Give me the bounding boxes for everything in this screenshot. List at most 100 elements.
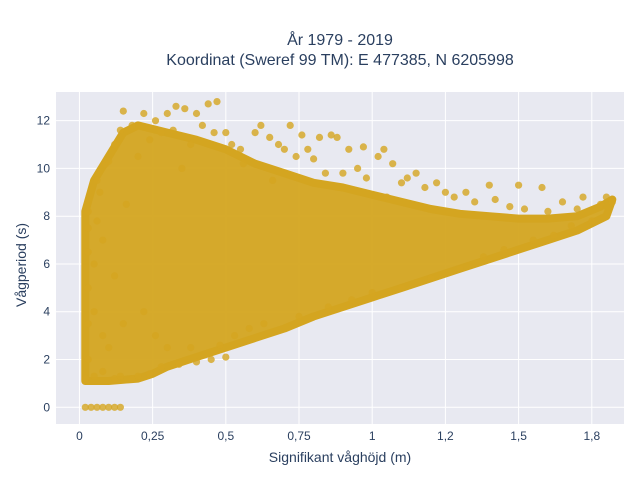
data-point: [84, 320, 92, 328]
data-point: [128, 121, 136, 129]
data-point: [122, 200, 130, 208]
data-point: [236, 145, 245, 153]
data-point: [397, 179, 406, 187]
data-point: [151, 117, 160, 125]
data-point: [84, 284, 92, 292]
data-point: [412, 169, 420, 177]
data-point: [93, 217, 101, 225]
data-point: [260, 320, 268, 328]
data-point: [579, 193, 587, 201]
data-point: [134, 152, 142, 161]
data-point: [231, 332, 239, 340]
data-point: [333, 133, 341, 141]
data-point: [99, 403, 107, 411]
data-point: [292, 152, 300, 161]
y-tick-label: 4: [43, 305, 50, 319]
data-point: [222, 129, 230, 137]
x-tick-label: 1: [369, 429, 376, 443]
data-point: [550, 231, 558, 239]
data-point: [151, 332, 160, 340]
data-point: [491, 195, 499, 204]
data-point: [602, 193, 611, 201]
y-tick-label: 0: [43, 400, 50, 414]
data-point: [354, 164, 362, 172]
data-point: [111, 272, 119, 280]
data-point: [163, 109, 171, 118]
data-point: [175, 360, 183, 368]
data-point: [479, 253, 488, 261]
data-point: [441, 188, 449, 196]
data-point: [597, 200, 605, 208]
chart-title-line-2: Koordinat (Sweref 99 TM): E 477385, N 62…: [166, 52, 514, 69]
y-tick-label: 8: [43, 209, 50, 223]
y-axis-label: Vågperiod (s): [13, 223, 29, 307]
data-point: [321, 169, 329, 177]
data-point: [374, 152, 382, 161]
data-point: [567, 222, 575, 230]
data-point: [520, 205, 529, 213]
data-point: [187, 140, 195, 149]
data-point: [427, 274, 435, 282]
data-point: [81, 375, 89, 383]
data-point: [608, 198, 616, 206]
data-point: [157, 129, 165, 137]
data-point: [588, 217, 596, 225]
data-point: [269, 176, 277, 184]
x-tick-label: 1,5: [510, 429, 527, 443]
data-point: [362, 174, 370, 182]
data-point: [99, 332, 107, 340]
data-point: [266, 133, 274, 141]
data-point: [140, 308, 148, 316]
data-point: [119, 107, 127, 115]
data-point: [304, 145, 312, 153]
data-point: [96, 188, 104, 196]
data-point: [485, 181, 493, 189]
x-tick-label: 1,2: [437, 429, 454, 443]
data-point: [192, 358, 201, 366]
data-point: [204, 100, 212, 108]
data-point: [529, 236, 537, 244]
data-point: [87, 403, 95, 411]
data-point: [119, 320, 127, 328]
data-point: [433, 179, 441, 187]
data-point: [450, 193, 458, 201]
data-point: [544, 207, 552, 215]
data-point: [207, 355, 215, 364]
data-point: [134, 372, 142, 380]
data-point: [500, 246, 508, 254]
y-tick-label: 2: [43, 353, 50, 367]
x-tick-label: 0,75: [287, 429, 311, 443]
data-point: [105, 344, 113, 352]
data-point: [274, 140, 283, 149]
x-tick-label: 0,25: [141, 429, 165, 443]
data-point: [327, 131, 335, 139]
y-tick-label: 10: [37, 161, 51, 175]
data-point: [257, 121, 265, 129]
data-point: [380, 145, 388, 153]
data-point: [345, 145, 353, 153]
data-point: [228, 140, 236, 149]
data-point: [187, 344, 195, 352]
data-point: [84, 355, 92, 364]
data-point: [251, 129, 259, 137]
data-point: [111, 403, 119, 411]
data-point: [116, 126, 124, 134]
data-point: [315, 133, 324, 141]
axes: 0 0,25 0,5 0,75 1 1,2 1,5 1,8 0 2 4 6 8 10 12: [37, 114, 601, 443]
x-tick-label: 1,8: [583, 429, 600, 443]
data-point: [192, 109, 201, 118]
data-point: [99, 367, 107, 376]
data-point: [105, 403, 113, 411]
data-point: [389, 160, 397, 168]
data-point: [90, 308, 98, 316]
x-axis-label: Signifikant våghöjd (m): [269, 449, 411, 465]
data-point: [456, 265, 464, 273]
data-point: [538, 183, 546, 192]
data-point: [146, 370, 154, 378]
data-point: [359, 143, 367, 151]
data-point: [169, 126, 177, 134]
data-points: [81, 98, 617, 411]
data-point: [324, 303, 332, 311]
